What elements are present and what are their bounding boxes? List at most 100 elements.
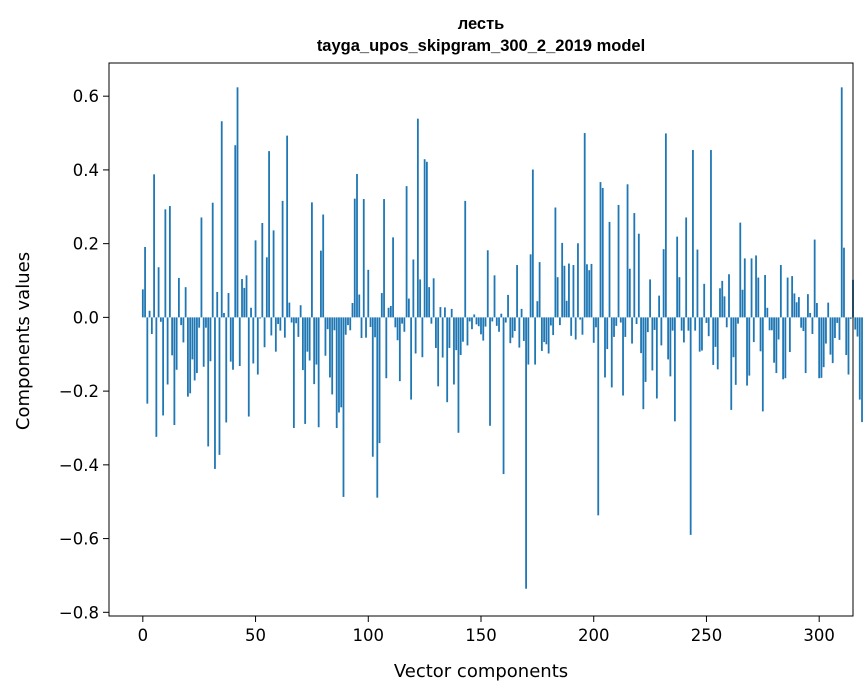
bar-303 xyxy=(825,317,827,344)
bar-53 xyxy=(261,223,264,318)
bar-167 xyxy=(518,317,521,348)
y-tick-label: 0.2 xyxy=(73,235,99,254)
bar-290 xyxy=(795,302,798,318)
bar-203 xyxy=(599,182,602,318)
bar-205 xyxy=(604,317,606,378)
bar-246 xyxy=(696,249,699,318)
bar-70 xyxy=(299,305,302,318)
bar-144 xyxy=(466,317,469,346)
bar-132 xyxy=(439,307,442,318)
bar-162 xyxy=(507,294,509,318)
bar-73 xyxy=(306,317,309,352)
bar-214 xyxy=(624,317,627,337)
bar-237 xyxy=(676,236,679,318)
bar-262 xyxy=(732,317,735,358)
bar-243 xyxy=(689,317,692,535)
bar-147 xyxy=(473,314,476,318)
bar-136 xyxy=(448,317,451,348)
bar-206 xyxy=(606,317,609,350)
bar-95 xyxy=(356,173,358,318)
bar-295 xyxy=(807,294,809,318)
bar-232 xyxy=(664,133,667,318)
bar-165 xyxy=(513,317,516,332)
bar-285 xyxy=(784,317,787,379)
bar-39 xyxy=(229,317,232,362)
bar-185 xyxy=(559,317,561,326)
bar-249 xyxy=(703,283,706,318)
bar-281 xyxy=(775,317,778,374)
bar-104 xyxy=(376,317,379,498)
bar-169 xyxy=(522,317,525,341)
bar-13 xyxy=(171,317,174,356)
bar-194 xyxy=(579,317,582,320)
bar-149 xyxy=(477,317,480,327)
bar-115 xyxy=(401,317,403,324)
bar-272 xyxy=(755,255,757,318)
bar-227 xyxy=(653,317,656,330)
bar-159 xyxy=(500,313,503,318)
bar-19 xyxy=(184,287,187,318)
bar-173 xyxy=(531,169,534,318)
bar-204 xyxy=(601,187,604,318)
bar-219 xyxy=(635,317,638,325)
bar-90 xyxy=(344,317,347,335)
bar-76 xyxy=(313,317,316,385)
bar-265 xyxy=(739,222,742,318)
bar-33 xyxy=(216,291,219,318)
bar-106 xyxy=(380,293,383,318)
bar-256 xyxy=(719,288,721,318)
bar-223 xyxy=(644,317,647,382)
bar-269 xyxy=(748,317,751,376)
bar-119 xyxy=(410,317,413,400)
bar-174 xyxy=(534,317,537,365)
bar-304 xyxy=(827,302,830,318)
bar-267 xyxy=(743,258,746,318)
bar-209 xyxy=(613,317,615,337)
bar-88 xyxy=(340,317,343,408)
bar-32 xyxy=(214,317,216,469)
bar-318 xyxy=(858,317,861,400)
bar-157 xyxy=(495,317,498,326)
bar-276 xyxy=(764,274,766,318)
bar-217 xyxy=(631,317,633,344)
bar-166 xyxy=(516,265,518,318)
x-tick-label: 200 xyxy=(578,626,610,645)
bar-314 xyxy=(849,317,852,319)
bar-156 xyxy=(493,275,496,318)
bar-8 xyxy=(159,317,162,322)
bar-7 xyxy=(157,267,160,318)
bar-195 xyxy=(581,317,584,335)
bar-59 xyxy=(274,317,277,352)
bar-282 xyxy=(777,317,780,340)
bar-50 xyxy=(254,240,257,318)
bar-187 xyxy=(563,265,566,318)
bar-171 xyxy=(527,317,530,365)
bar-310 xyxy=(840,87,843,318)
bar-140 xyxy=(457,317,460,433)
x-tick-label: 100 xyxy=(353,626,385,645)
bar-271 xyxy=(752,317,755,343)
bar-12 xyxy=(168,206,171,318)
bar-9 xyxy=(162,317,165,416)
x-axis-label: Vector components xyxy=(394,661,568,682)
bar-83 xyxy=(329,317,331,378)
x-tick-label: 300 xyxy=(803,626,835,645)
bar-258 xyxy=(723,296,726,318)
bar-252 xyxy=(710,150,712,318)
bar-300 xyxy=(818,317,821,379)
bar-42 xyxy=(236,87,239,318)
y-axis-ticks: −0.8 −0.6 −0.4 −0.2 0.0 0.2 0.4 0.6 xyxy=(59,87,109,622)
bar-79 xyxy=(320,250,322,318)
bar-293 xyxy=(802,317,805,332)
bar-4 xyxy=(150,317,153,334)
bar-250 xyxy=(705,317,708,323)
bar-35 xyxy=(220,121,223,318)
bar-30 xyxy=(209,317,212,362)
bar-212 xyxy=(619,317,622,323)
bar-141 xyxy=(459,317,462,355)
bar-207 xyxy=(608,221,611,318)
bar-288 xyxy=(791,276,794,318)
bar-108 xyxy=(385,317,388,379)
bar-71 xyxy=(301,317,304,371)
bar-82 xyxy=(326,317,329,330)
